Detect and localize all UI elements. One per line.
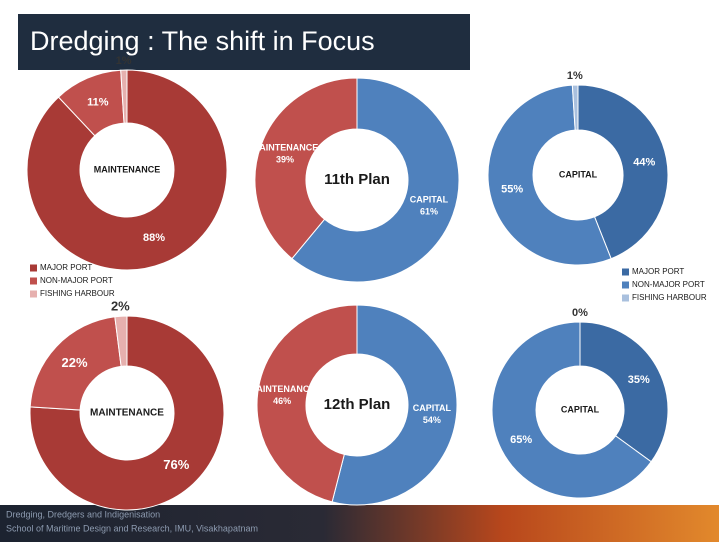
data-label: 1% xyxy=(567,70,583,82)
data-label: 22% xyxy=(61,355,87,370)
donut-slice xyxy=(331,304,458,506)
footer-band xyxy=(0,505,719,542)
legend-label: MAJOR PORT xyxy=(40,263,92,272)
donut-slice xyxy=(491,321,652,499)
donut-slice xyxy=(29,315,225,511)
legend-swatch xyxy=(30,264,37,272)
slide-title: Dredging : The shift in Focus xyxy=(30,26,375,56)
donut-slice xyxy=(577,84,669,260)
data-label: 61% xyxy=(420,206,438,216)
data-label: 46% xyxy=(273,396,291,406)
legend-swatch xyxy=(622,268,629,276)
center-label: 12th Plan xyxy=(324,396,391,413)
center-label: MAINTENANCE xyxy=(90,408,164,419)
data-label: 39% xyxy=(276,154,294,164)
center-label: CAPITAL xyxy=(559,169,598,179)
data-label: 1% xyxy=(116,55,132,67)
donut-slice xyxy=(487,84,612,266)
legend-swatch xyxy=(622,281,629,289)
center-label: MAINTENANCE xyxy=(94,164,161,174)
donut-slice xyxy=(114,315,128,367)
legend-swatch xyxy=(30,277,37,285)
footer-line: Dredging, Dredgers and Indigenisation xyxy=(6,509,160,519)
footer-line: School of Maritime Design and Research, … xyxy=(6,523,258,533)
slice-name: MAINTENANCE xyxy=(249,384,316,394)
legend-swatch xyxy=(622,294,629,302)
donut-slice xyxy=(291,77,460,283)
donut-slice xyxy=(29,316,122,411)
donut-slice xyxy=(254,77,358,260)
title-bar xyxy=(18,14,470,70)
data-label: 55% xyxy=(501,184,523,196)
slice-name: CAPITAL xyxy=(413,403,452,413)
data-label: 88% xyxy=(143,232,165,244)
data-label: 44% xyxy=(633,156,655,168)
legend-label: MAJOR PORT xyxy=(632,267,684,276)
donut-slice xyxy=(579,321,669,463)
legend-swatch xyxy=(30,290,37,298)
slice-name: CAPITAL xyxy=(410,194,449,204)
data-label: 35% xyxy=(628,374,650,386)
data-label: 2% xyxy=(111,299,130,314)
donut-slice xyxy=(571,84,579,131)
data-label: 76% xyxy=(163,457,189,472)
center-label: CAPITAL xyxy=(561,404,600,414)
center-label: 11th Plan xyxy=(324,171,390,188)
legend-label: FISHING HARBOUR xyxy=(40,289,115,298)
data-label: 65% xyxy=(510,434,532,446)
data-label: 0% xyxy=(572,307,588,319)
legend-label: NON-MAJOR PORT xyxy=(632,280,705,289)
donut-slice xyxy=(120,69,128,124)
donut-slice xyxy=(26,69,228,271)
data-label: 54% xyxy=(423,415,441,425)
slice-name: MAINTENANCE xyxy=(252,142,319,152)
legend-label: NON-MAJOR PORT xyxy=(40,276,113,285)
data-label: 11% xyxy=(87,96,109,108)
legend-label: FISHING HARBOUR xyxy=(632,293,707,302)
donut-slice xyxy=(256,304,358,503)
